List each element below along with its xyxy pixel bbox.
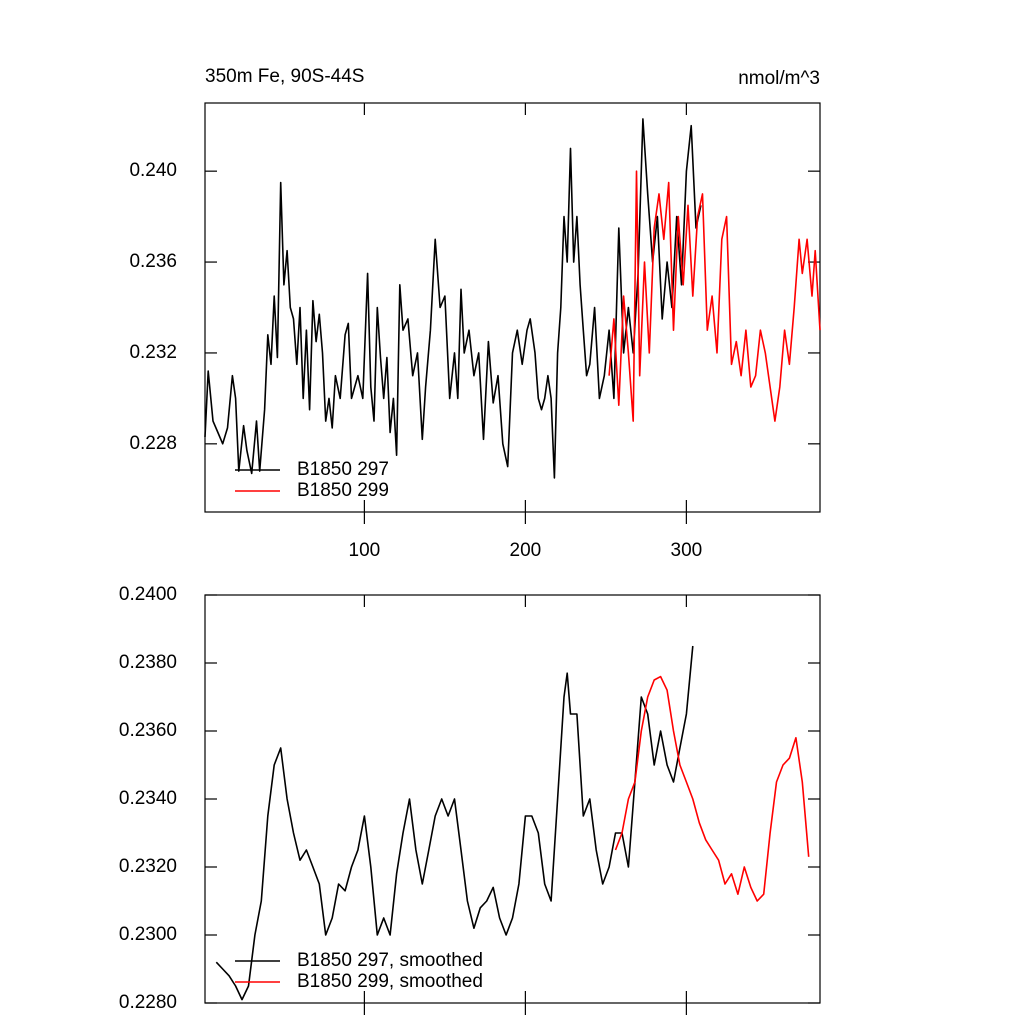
plot-frame [204,594,821,1004]
chart-title: 350m Fe, 90S-44S [205,66,364,87]
y-tick-label: 0.232 [129,342,177,363]
series-line [614,675,810,902]
y-tick-label: 0.236 [129,251,177,272]
y-tick-label: 0.228 [129,433,177,454]
units-label: nmol/m^3 [738,68,820,89]
legend-label: B1850 297 [297,459,389,480]
y-tick-label: 0.2320 [119,856,177,877]
x-tick-label: 200 [510,540,542,561]
legend-label: B1850 299 [297,480,389,501]
legend-label: B1850 297, smoothed [297,950,483,971]
y-tick-label: 0.2360 [119,720,177,741]
y-tick-label: 0.2340 [119,788,177,809]
x-tick-label: 300 [671,540,703,561]
y-tick-label: 0.2280 [119,992,177,1013]
y-tick-label: 0.2380 [119,652,177,673]
series-line [204,118,702,479]
plot-frame [204,102,821,513]
x-tick-label: 100 [349,540,381,561]
y-tick-label: 0.2300 [119,924,177,945]
y-tick-label: 0.240 [129,160,177,181]
series-line [215,645,694,1001]
y-tick-label: 0.2400 [119,584,177,605]
series-line [608,170,821,422]
legend-label: B1850 299, smoothed [297,971,483,992]
